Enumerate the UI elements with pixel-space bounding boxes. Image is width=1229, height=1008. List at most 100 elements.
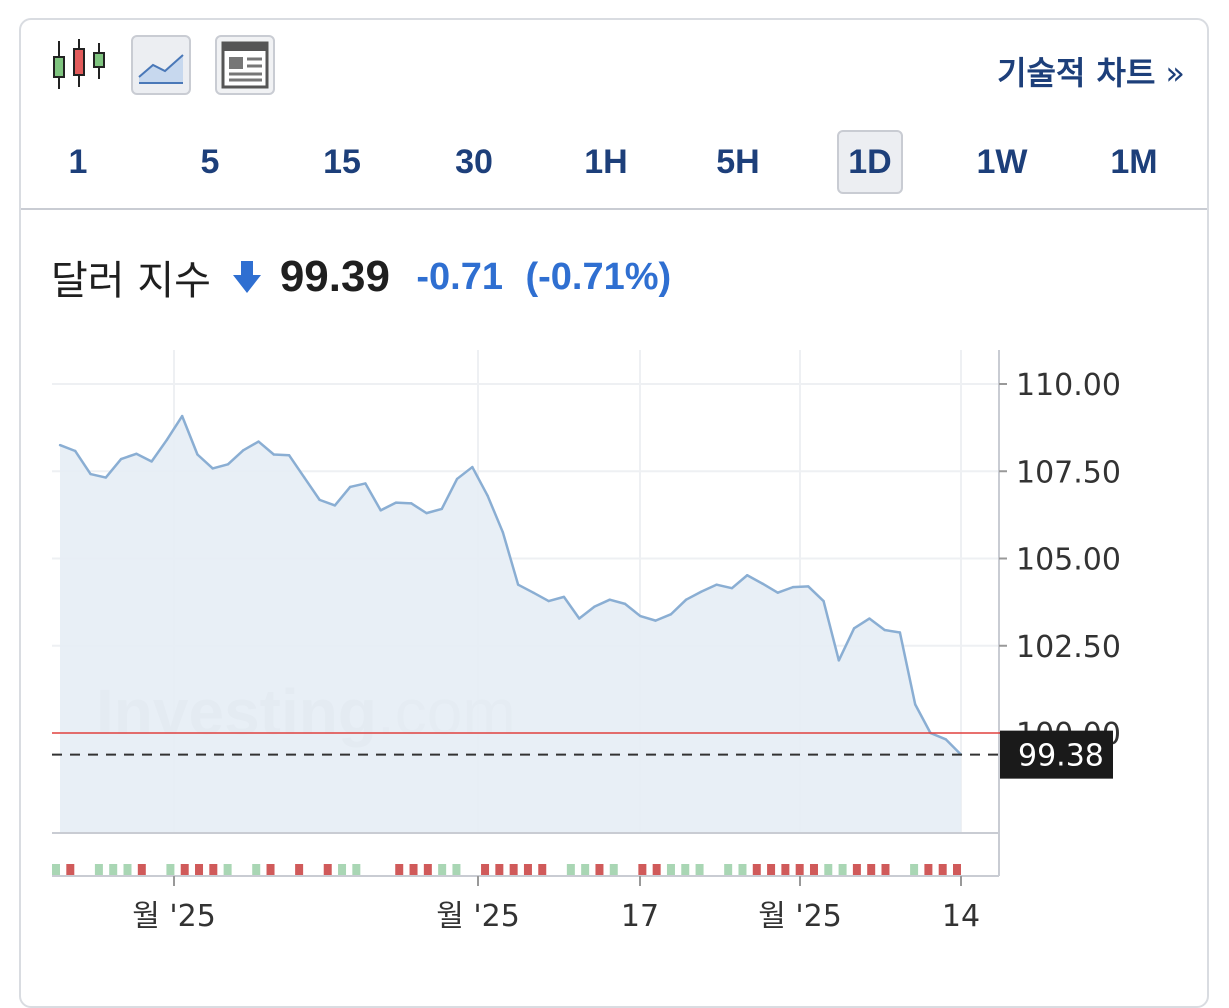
volume-bar [94, 864, 103, 875]
data-point [226, 463, 230, 466]
data-point [562, 595, 566, 599]
volume-bar [609, 864, 618, 875]
instrument-name: 달러 지수 [51, 258, 211, 304]
volume-bar [166, 864, 175, 875]
price-change: -0.71 [416, 255, 504, 298]
price-chart[interactable]: Investing.com110.00107.50105.00102.50100… [0, 0, 1229, 984]
data-point [318, 498, 321, 502]
data-point [639, 614, 642, 618]
candlestick-chart-button[interactable] [49, 35, 109, 95]
volume-bar [123, 864, 132, 875]
data-point [852, 627, 856, 630]
volume-bar [824, 864, 833, 875]
data-point [669, 613, 673, 616]
volume-bar [738, 864, 747, 875]
data-point [410, 502, 413, 505]
technical-chart-link[interactable]: 기술적 차트» [997, 48, 1185, 94]
y-tick-label: 110.00 [1016, 368, 1121, 403]
volume-bar [523, 864, 532, 875]
candlestick-icon [53, 39, 105, 89]
volume-bar [352, 864, 361, 875]
data-point [135, 452, 138, 455]
data-point [746, 574, 749, 577]
area-chart-button[interactable] [131, 35, 191, 95]
data-point [593, 605, 596, 608]
data-point [272, 453, 275, 456]
volume-bar [52, 864, 60, 875]
volume-bar [452, 864, 461, 875]
timeframe-1[interactable]: 1 [68, 143, 88, 181]
timeframe-1w[interactable]: 1W [976, 143, 1028, 181]
volume-bar [724, 864, 733, 875]
y-tick-label: 107.50 [1016, 455, 1121, 490]
volume-bar [795, 864, 804, 875]
data-point [471, 465, 474, 469]
volume-bar [838, 864, 847, 875]
data-point [455, 477, 459, 481]
last-price-badge [1000, 730, 1113, 779]
data-point [761, 582, 764, 585]
data-point [578, 617, 581, 620]
volume-bar [323, 864, 332, 875]
data-point [287, 453, 291, 457]
timeframe-1h[interactable]: 1H [584, 143, 628, 181]
x-tick-label: 월 '25 [758, 899, 842, 934]
data-point [868, 617, 871, 620]
data-point [776, 591, 779, 594]
y-tick-label: 102.50 [1016, 630, 1121, 665]
price-line [59, 414, 962, 756]
data-point [303, 476, 306, 479]
volume-bar [581, 864, 590, 875]
data-point [440, 507, 443, 511]
timeframe-30[interactable]: 30 [455, 143, 493, 181]
data-point [822, 599, 825, 603]
data-point [348, 485, 352, 489]
data-point [211, 467, 214, 470]
data-point [89, 472, 92, 476]
volume-bar [180, 864, 189, 875]
last-price-label: 99.38 [1018, 739, 1104, 774]
data-point [333, 504, 337, 507]
volume-bar [938, 864, 947, 875]
volume-bar [538, 864, 547, 875]
price-change-percent: (-0.71%) [525, 255, 672, 298]
volume-bar [109, 864, 118, 875]
data-point [58, 443, 62, 447]
volume-bar [809, 864, 818, 875]
data-point [547, 599, 550, 603]
volume-bar [953, 864, 961, 875]
volume-bar [423, 864, 432, 875]
news-view-button[interactable] [215, 35, 275, 95]
volume-bar [438, 864, 447, 875]
data-point [883, 628, 886, 632]
timeframe-5[interactable]: 5 [200, 143, 220, 181]
volume-bar [209, 864, 218, 875]
volume-bar [338, 864, 347, 875]
volume-bar [881, 864, 890, 875]
volume-bar [395, 864, 404, 875]
timeframe-1d[interactable]: 1D [837, 130, 903, 194]
data-point [608, 598, 611, 601]
volume-bar [481, 864, 490, 875]
data-point [837, 659, 841, 662]
data-point [242, 449, 245, 452]
volume-bar [867, 864, 876, 875]
volume-bar [295, 864, 304, 875]
data-point [730, 586, 734, 590]
timeframe-5h[interactable]: 5H [716, 143, 760, 181]
volume-bar [666, 864, 675, 875]
data-point [623, 602, 627, 606]
technical-chart-label: 기술적 차트 [997, 54, 1156, 92]
volume-bar [910, 864, 919, 875]
timeframe-15[interactable]: 15 [323, 143, 361, 181]
data-point [715, 583, 718, 586]
volume-bar [266, 864, 275, 875]
data-point [516, 583, 520, 586]
y-tick-label: 105.00 [1016, 543, 1121, 578]
x-tick-label: 월 '25 [436, 899, 520, 934]
data-point [700, 590, 703, 593]
timeframe-1m[interactable]: 1M [1110, 143, 1158, 181]
news-icon [221, 41, 269, 89]
volume-bar [638, 864, 647, 875]
data-point [165, 438, 169, 442]
